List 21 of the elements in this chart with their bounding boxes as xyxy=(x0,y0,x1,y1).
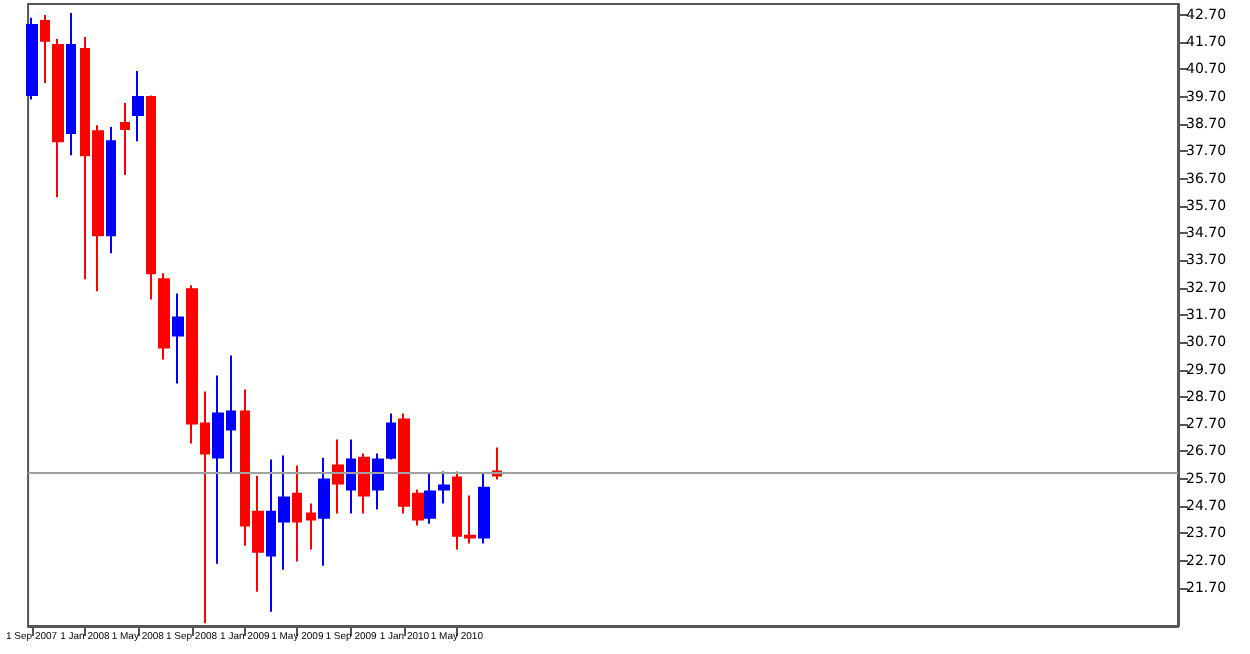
candlestick xyxy=(438,470,450,505)
candlestick xyxy=(306,502,316,551)
candlestick xyxy=(478,472,490,545)
candlestick xyxy=(424,472,436,525)
candlestick xyxy=(158,272,170,361)
candlestick xyxy=(318,456,330,567)
candlestick xyxy=(26,16,38,101)
candlestick xyxy=(40,13,50,85)
candlestick xyxy=(66,12,76,157)
candlestick xyxy=(292,464,302,563)
candlestick xyxy=(172,292,184,385)
candlestick xyxy=(346,438,356,515)
candlestick xyxy=(332,438,344,515)
candlestick xyxy=(358,452,370,515)
candlestick xyxy=(52,37,64,199)
candlestick xyxy=(132,70,144,143)
candlestick xyxy=(146,94,156,301)
candlestick xyxy=(372,452,384,511)
candlestick xyxy=(386,412,396,461)
candlestick xyxy=(106,126,116,255)
candlestick xyxy=(120,102,130,177)
